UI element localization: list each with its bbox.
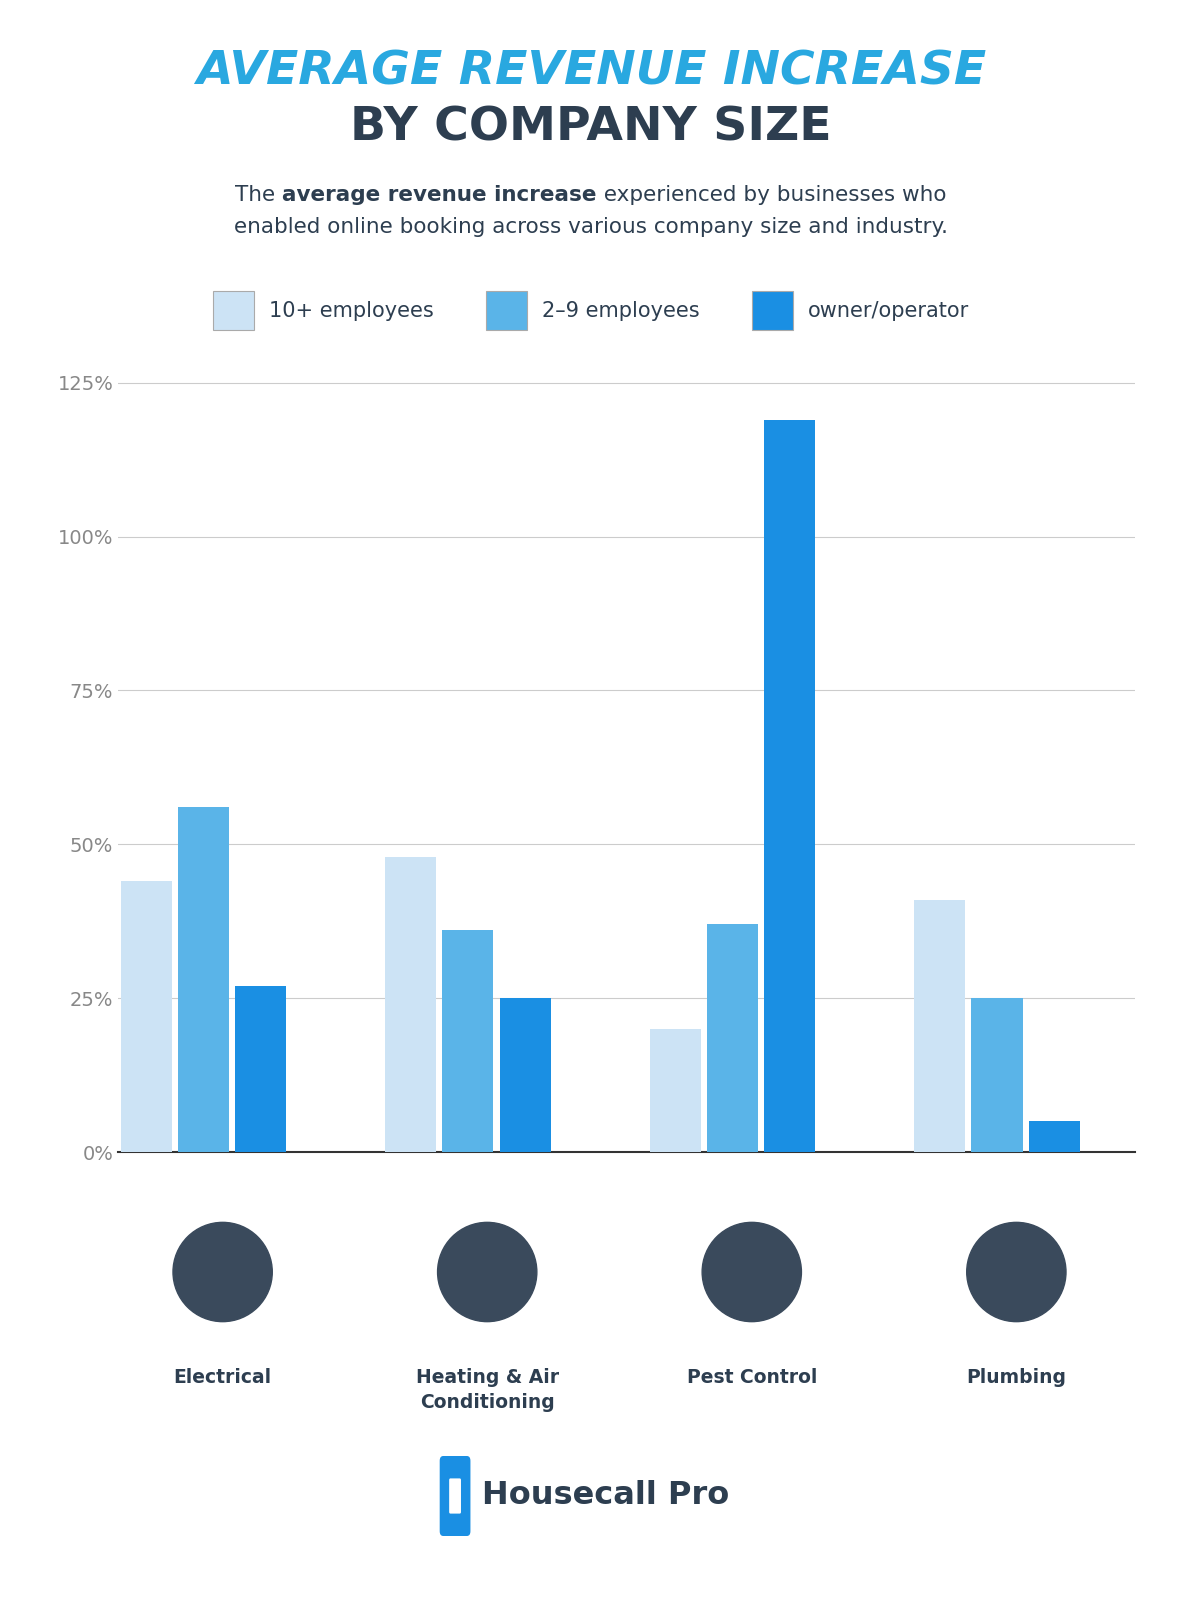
- Text: average revenue increase: average revenue increase: [282, 186, 597, 205]
- Text: Pest Control: Pest Control: [687, 1368, 817, 1387]
- Bar: [385, 856, 436, 1152]
- Bar: [650, 1029, 701, 1152]
- Text: The: The: [235, 186, 282, 205]
- Bar: [235, 986, 286, 1152]
- Text: Heating & Air
Conditioning: Heating & Air Conditioning: [416, 1368, 559, 1413]
- Text: Plumbing: Plumbing: [967, 1368, 1066, 1387]
- Text: enabled online booking across various company size and industry.: enabled online booking across various co…: [234, 218, 948, 237]
- Legend: 10+ employees, 2–9 employees, owner/operator: 10+ employees, 2–9 employees, owner/oper…: [204, 283, 978, 338]
- Text: BY COMPANY SIZE: BY COMPANY SIZE: [350, 106, 832, 150]
- Bar: [1028, 1122, 1080, 1152]
- Bar: [442, 931, 493, 1152]
- Bar: [764, 419, 816, 1152]
- Text: Housecall Pro: Housecall Pro: [482, 1480, 729, 1512]
- Bar: [707, 925, 758, 1152]
- Text: Electrical: Electrical: [174, 1368, 272, 1387]
- Bar: [972, 998, 1022, 1152]
- Bar: [177, 808, 229, 1152]
- Bar: [121, 882, 171, 1152]
- Bar: [500, 998, 551, 1152]
- Text: experienced by businesses who: experienced by businesses who: [597, 186, 947, 205]
- Bar: [914, 899, 966, 1152]
- Text: AVERAGE REVENUE INCREASE: AVERAGE REVENUE INCREASE: [196, 50, 986, 94]
